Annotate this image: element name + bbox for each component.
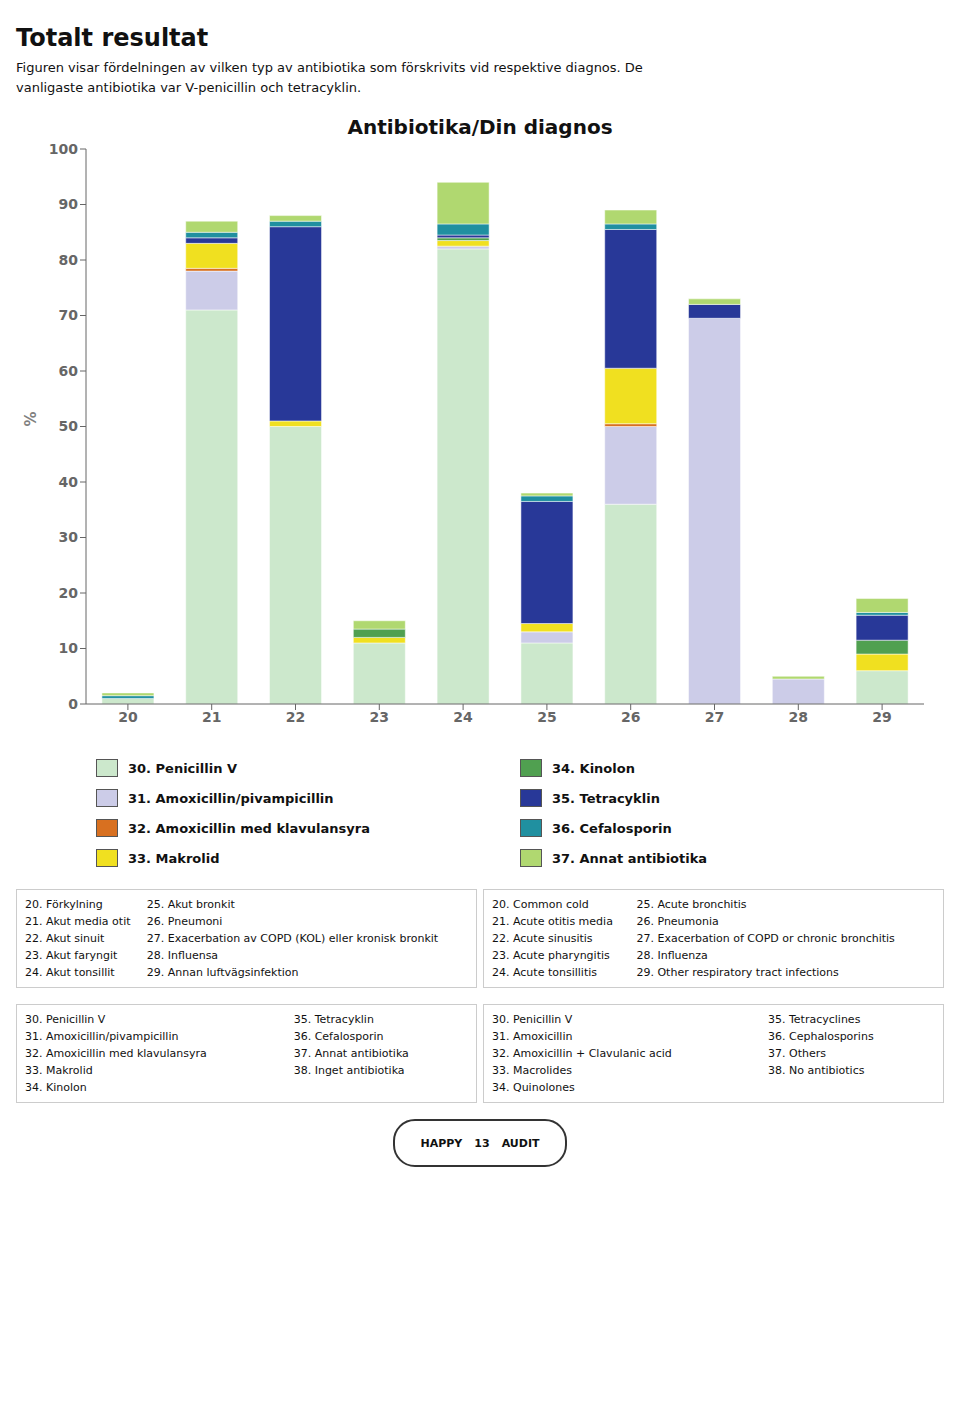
html-text:21. Akut media otit: 21. Akut media otit: [25, 915, 131, 928]
svg-text:20: 20: [118, 709, 138, 725]
svg-text:22: 22: [286, 709, 305, 725]
html-text:35. Tetracyclines: 35. Tetracyclines: [768, 1013, 861, 1026]
html-text:30. Penicillin V: 30. Penicillin V: [492, 1013, 573, 1026]
svg-text:26: 26: [621, 709, 640, 725]
svg-text:24: 24: [453, 709, 473, 725]
html-text:25. Acute bronchitis: 25. Acute bronchitis: [636, 898, 747, 911]
html-text:28. Influenza: 28. Influenza: [636, 949, 708, 962]
html-text:34. Kinolon: 34. Kinolon: [552, 760, 635, 776]
html-text:35. Tetracyklin: 35. Tetracyklin: [552, 790, 660, 806]
html-text:23. Akut faryngit: 23. Akut faryngit: [25, 949, 118, 962]
html-text:26. Pneumonia: 26. Pneumonia: [636, 915, 719, 928]
html-text:33. Makrolid: 33. Makrolid: [25, 1064, 93, 1077]
html-text:29. Annan luftvägsinfektion: 29. Annan luftvägsinfektion: [146, 966, 299, 979]
html-text:36. Cephalosporins: 36. Cephalosporins: [768, 1030, 874, 1043]
svg-text:30: 30: [59, 529, 79, 545]
svg-text:23: 23: [370, 709, 389, 725]
html-text:20. Förkylning: 20. Förkylning: [25, 898, 103, 911]
html-text:20. Common cold: 20. Common cold: [492, 898, 589, 911]
svg-text:29: 29: [872, 709, 891, 725]
svg-text:50: 50: [59, 418, 79, 434]
html-text:HAPPY: HAPPY: [420, 1136, 463, 1150]
html-text:Antibiotika/Din diagnos: Antibiotika/Din diagnos: [347, 115, 613, 139]
html-text:34. Quinolones: 34. Quinolones: [492, 1081, 575, 1094]
html-text:29. Other respiratory tract in: 29. Other respiratory tract infections: [636, 966, 839, 979]
html-text:28. Influensa: 28. Influensa: [146, 949, 219, 962]
svg-text:25: 25: [537, 709, 556, 725]
html-text:37. Annat antibiotika: 37. Annat antibiotika: [293, 1047, 409, 1060]
html-text:32. Amoxicillin med klavulansy: 32. Amoxicillin med klavulansyra: [128, 820, 370, 836]
html-text:38. No antibiotics: 38. No antibiotics: [768, 1064, 865, 1077]
html-text:24. Akut tonsillit: 24. Akut tonsillit: [25, 966, 115, 979]
html-text:38. Inget antibiotika: 38. Inget antibiotika: [293, 1064, 405, 1077]
svg-text:80: 80: [59, 252, 79, 268]
svg-text:28: 28: [789, 709, 808, 725]
html-text:Totalt resultat: Totalt resultat: [16, 24, 209, 52]
html-text:32. Amoxicillin med klavulansy: 32. Amoxicillin med klavulansyra: [25, 1047, 207, 1060]
html-text:34. Kinolon: 34. Kinolon: [25, 1081, 87, 1094]
html-text:37. Others: 37. Others: [768, 1047, 826, 1060]
html-text:Figuren visar fördelningen av: Figuren visar fördelningen av vilken typ…: [16, 60, 643, 95]
svg-text:70: 70: [59, 307, 79, 323]
svg-text:21: 21: [202, 709, 221, 725]
svg-text:40: 40: [59, 474, 79, 490]
html-text:36. Cefalosporin: 36. Cefalosporin: [293, 1030, 384, 1043]
svg-text:20: 20: [59, 585, 79, 601]
svg-text:27: 27: [705, 709, 724, 725]
svg-text:90: 90: [59, 196, 79, 212]
html-text:31. Amoxicillin: 31. Amoxicillin: [492, 1030, 573, 1043]
html-text:25. Akut bronkit: 25. Akut bronkit: [146, 898, 235, 911]
html-text:22. Acute sinusitis: 22. Acute sinusitis: [492, 932, 593, 945]
html-text:30. Penicillin V: 30. Penicillin V: [128, 760, 237, 776]
html-text:36. Cefalosporin: 36. Cefalosporin: [552, 820, 672, 836]
html-text:35. Tetracyklin: 35. Tetracyklin: [293, 1013, 374, 1026]
svg-text:100: 100: [49, 141, 78, 157]
html-text:22. Akut sinuit: 22. Akut sinuit: [25, 932, 105, 945]
html-text:31. Amoxicillin/pivampicillin: 31. Amoxicillin/pivampicillin: [128, 790, 334, 806]
html-text:37. Annat antibiotika: 37. Annat antibiotika: [552, 850, 708, 866]
html-text:31. Amoxicillin/pivampicillin: 31. Amoxicillin/pivampicillin: [25, 1030, 179, 1043]
html-text:33. Makrolid: 33. Makrolid: [128, 850, 220, 866]
html-text:27. Exacerbation of COPD or ch: 27. Exacerbation of COPD or chronic bron…: [636, 932, 895, 945]
html-text:32. Amoxicillin + Clavulanic a: 32. Amoxicillin + Clavulanic acid: [492, 1047, 672, 1060]
svg-text:60: 60: [59, 363, 79, 379]
svg-text:%: %: [22, 411, 40, 426]
svg-text:10: 10: [59, 640, 79, 656]
html-text:33. Macrolides: 33. Macrolides: [492, 1064, 572, 1077]
html-text:30. Penicillin V: 30. Penicillin V: [25, 1013, 106, 1026]
html-text:21. Acute otitis media: 21. Acute otitis media: [492, 915, 613, 928]
html-text:AUDIT: AUDIT: [501, 1136, 540, 1150]
html-text:13: 13: [474, 1136, 490, 1150]
svg-text:0: 0: [68, 696, 78, 712]
html-text:24. Acute tonsillitis: 24. Acute tonsillitis: [492, 966, 597, 979]
html-text:27. Exacerbation av COPD (KOL): 27. Exacerbation av COPD (KOL) eller kro…: [146, 932, 439, 945]
html-text:23. Acute pharyngitis: 23. Acute pharyngitis: [492, 949, 610, 962]
html-text:26. Pneumoni: 26. Pneumoni: [146, 915, 223, 928]
